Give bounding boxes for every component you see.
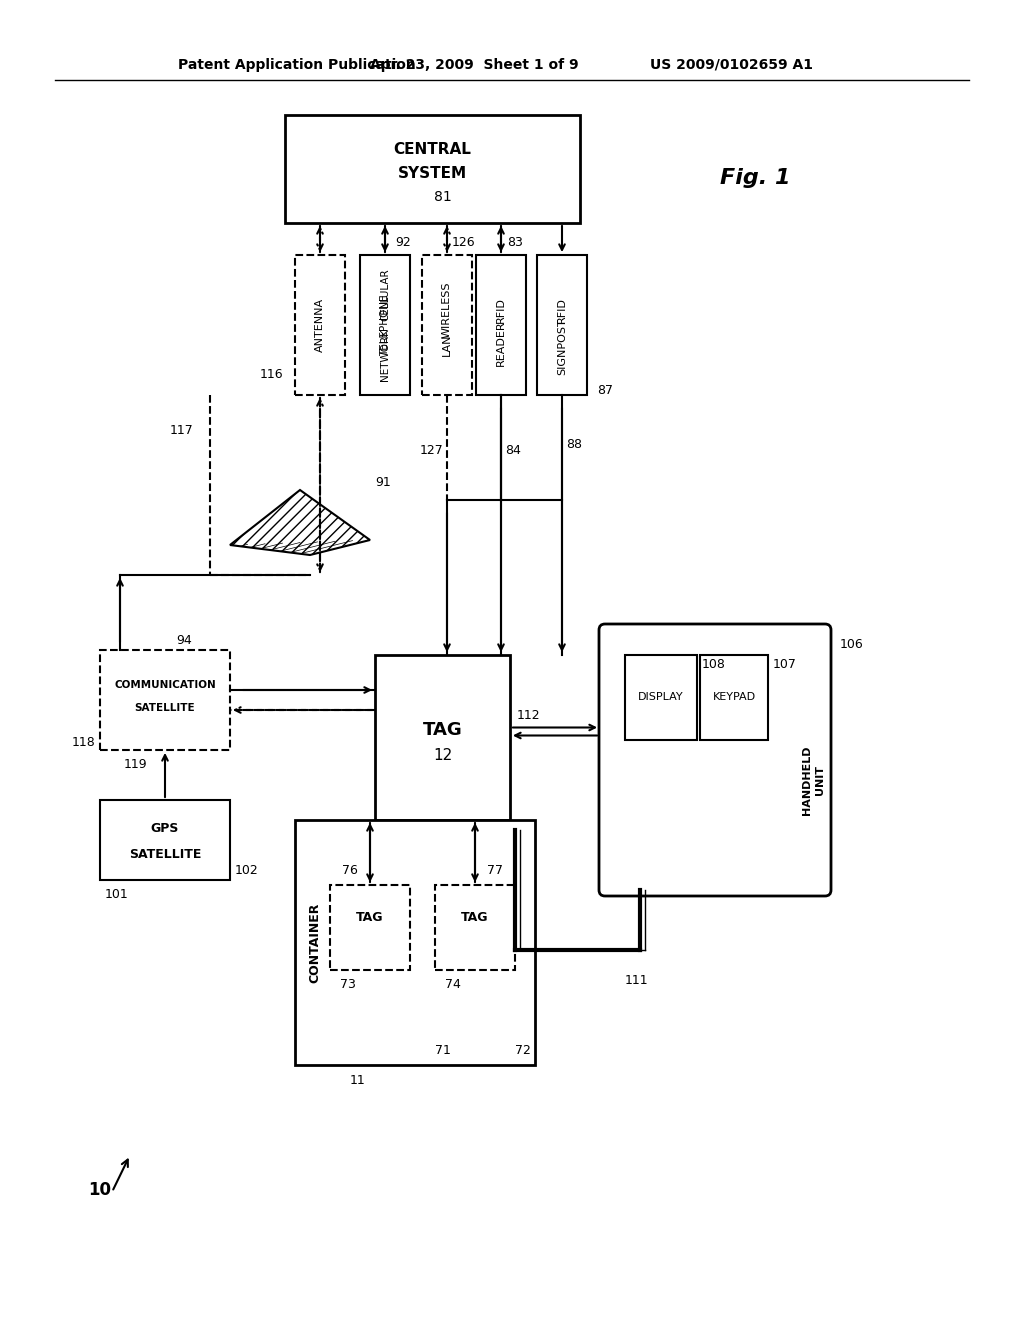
Text: 72: 72 bbox=[515, 1044, 530, 1056]
Bar bbox=[330, 884, 410, 970]
Text: TAG: TAG bbox=[461, 911, 488, 924]
Text: CELLULAR: CELLULAR bbox=[380, 269, 390, 321]
Text: 73: 73 bbox=[340, 978, 356, 990]
Text: 101: 101 bbox=[105, 887, 129, 900]
Text: SATELLITE: SATELLITE bbox=[135, 704, 196, 713]
Text: 71: 71 bbox=[435, 1044, 451, 1056]
Text: READER: READER bbox=[496, 321, 506, 366]
Text: NETWORK: NETWORK bbox=[380, 329, 390, 381]
Text: 91: 91 bbox=[375, 477, 391, 490]
Text: 88: 88 bbox=[566, 438, 582, 451]
Polygon shape bbox=[230, 490, 370, 554]
Text: KEYPAD: KEYPAD bbox=[713, 693, 756, 702]
Bar bbox=[295, 820, 535, 1065]
Text: TAG: TAG bbox=[356, 911, 384, 924]
Text: TELEPHONE: TELEPHONE bbox=[380, 294, 390, 356]
Text: 12: 12 bbox=[433, 747, 453, 763]
Text: RFID: RFID bbox=[557, 297, 567, 323]
Text: 119: 119 bbox=[123, 758, 146, 771]
Text: RFID: RFID bbox=[496, 297, 506, 323]
Text: 84: 84 bbox=[505, 444, 521, 457]
Bar bbox=[435, 884, 515, 970]
Text: 127: 127 bbox=[420, 444, 443, 457]
Text: ANTENNA: ANTENNA bbox=[315, 298, 325, 352]
Text: 94: 94 bbox=[176, 634, 193, 647]
Text: SATELLITE: SATELLITE bbox=[129, 849, 201, 862]
Text: SYSTEM: SYSTEM bbox=[398, 165, 467, 181]
Text: 76: 76 bbox=[342, 865, 358, 878]
Text: 111: 111 bbox=[625, 974, 648, 986]
Text: 118: 118 bbox=[72, 735, 95, 748]
Text: 92: 92 bbox=[395, 236, 411, 249]
Text: 107: 107 bbox=[773, 659, 797, 672]
Text: TAG: TAG bbox=[423, 721, 463, 739]
Text: GPS: GPS bbox=[151, 821, 179, 834]
Bar bbox=[422, 255, 472, 395]
Text: COMMUNICATION: COMMUNICATION bbox=[114, 680, 216, 690]
Text: 112: 112 bbox=[516, 709, 540, 722]
Text: CONTAINER: CONTAINER bbox=[308, 903, 322, 982]
Bar bbox=[625, 655, 697, 741]
Bar bbox=[700, 655, 768, 741]
Text: DISPLAY: DISPLAY bbox=[638, 693, 684, 702]
Text: 126: 126 bbox=[452, 236, 475, 249]
Text: Apr. 23, 2009  Sheet 1 of 9: Apr. 23, 2009 Sheet 1 of 9 bbox=[370, 58, 579, 73]
Text: 106: 106 bbox=[840, 639, 864, 652]
Text: 116: 116 bbox=[259, 368, 283, 381]
Text: HANDHELD: HANDHELD bbox=[802, 746, 812, 814]
Text: LAN: LAN bbox=[442, 334, 452, 356]
Text: 74: 74 bbox=[445, 978, 461, 990]
Text: SIGNPOST: SIGNPOST bbox=[557, 318, 567, 375]
Text: UNIT: UNIT bbox=[815, 766, 825, 795]
Text: 77: 77 bbox=[487, 865, 503, 878]
Text: WIRELESS: WIRELESS bbox=[442, 281, 452, 338]
Bar bbox=[100, 649, 230, 750]
Text: 10: 10 bbox=[88, 1181, 112, 1199]
Text: Fig. 1: Fig. 1 bbox=[720, 168, 791, 187]
Text: 87: 87 bbox=[597, 384, 613, 396]
Text: 102: 102 bbox=[234, 863, 259, 876]
Text: Patent Application Publication: Patent Application Publication bbox=[178, 58, 416, 73]
Text: 117: 117 bbox=[169, 424, 193, 437]
Bar bbox=[100, 800, 230, 880]
Text: 83: 83 bbox=[507, 236, 523, 249]
Text: 11: 11 bbox=[350, 1073, 366, 1086]
Bar bbox=[295, 255, 345, 395]
Bar bbox=[360, 255, 410, 395]
Bar bbox=[476, 255, 526, 395]
FancyBboxPatch shape bbox=[599, 624, 831, 896]
Text: 81: 81 bbox=[433, 190, 452, 205]
Text: CENTRAL: CENTRAL bbox=[393, 143, 471, 157]
Bar bbox=[537, 255, 587, 395]
Bar bbox=[285, 115, 580, 223]
Text: US 2009/0102659 A1: US 2009/0102659 A1 bbox=[650, 58, 813, 73]
Text: 108: 108 bbox=[702, 659, 726, 672]
Bar bbox=[375, 655, 510, 820]
